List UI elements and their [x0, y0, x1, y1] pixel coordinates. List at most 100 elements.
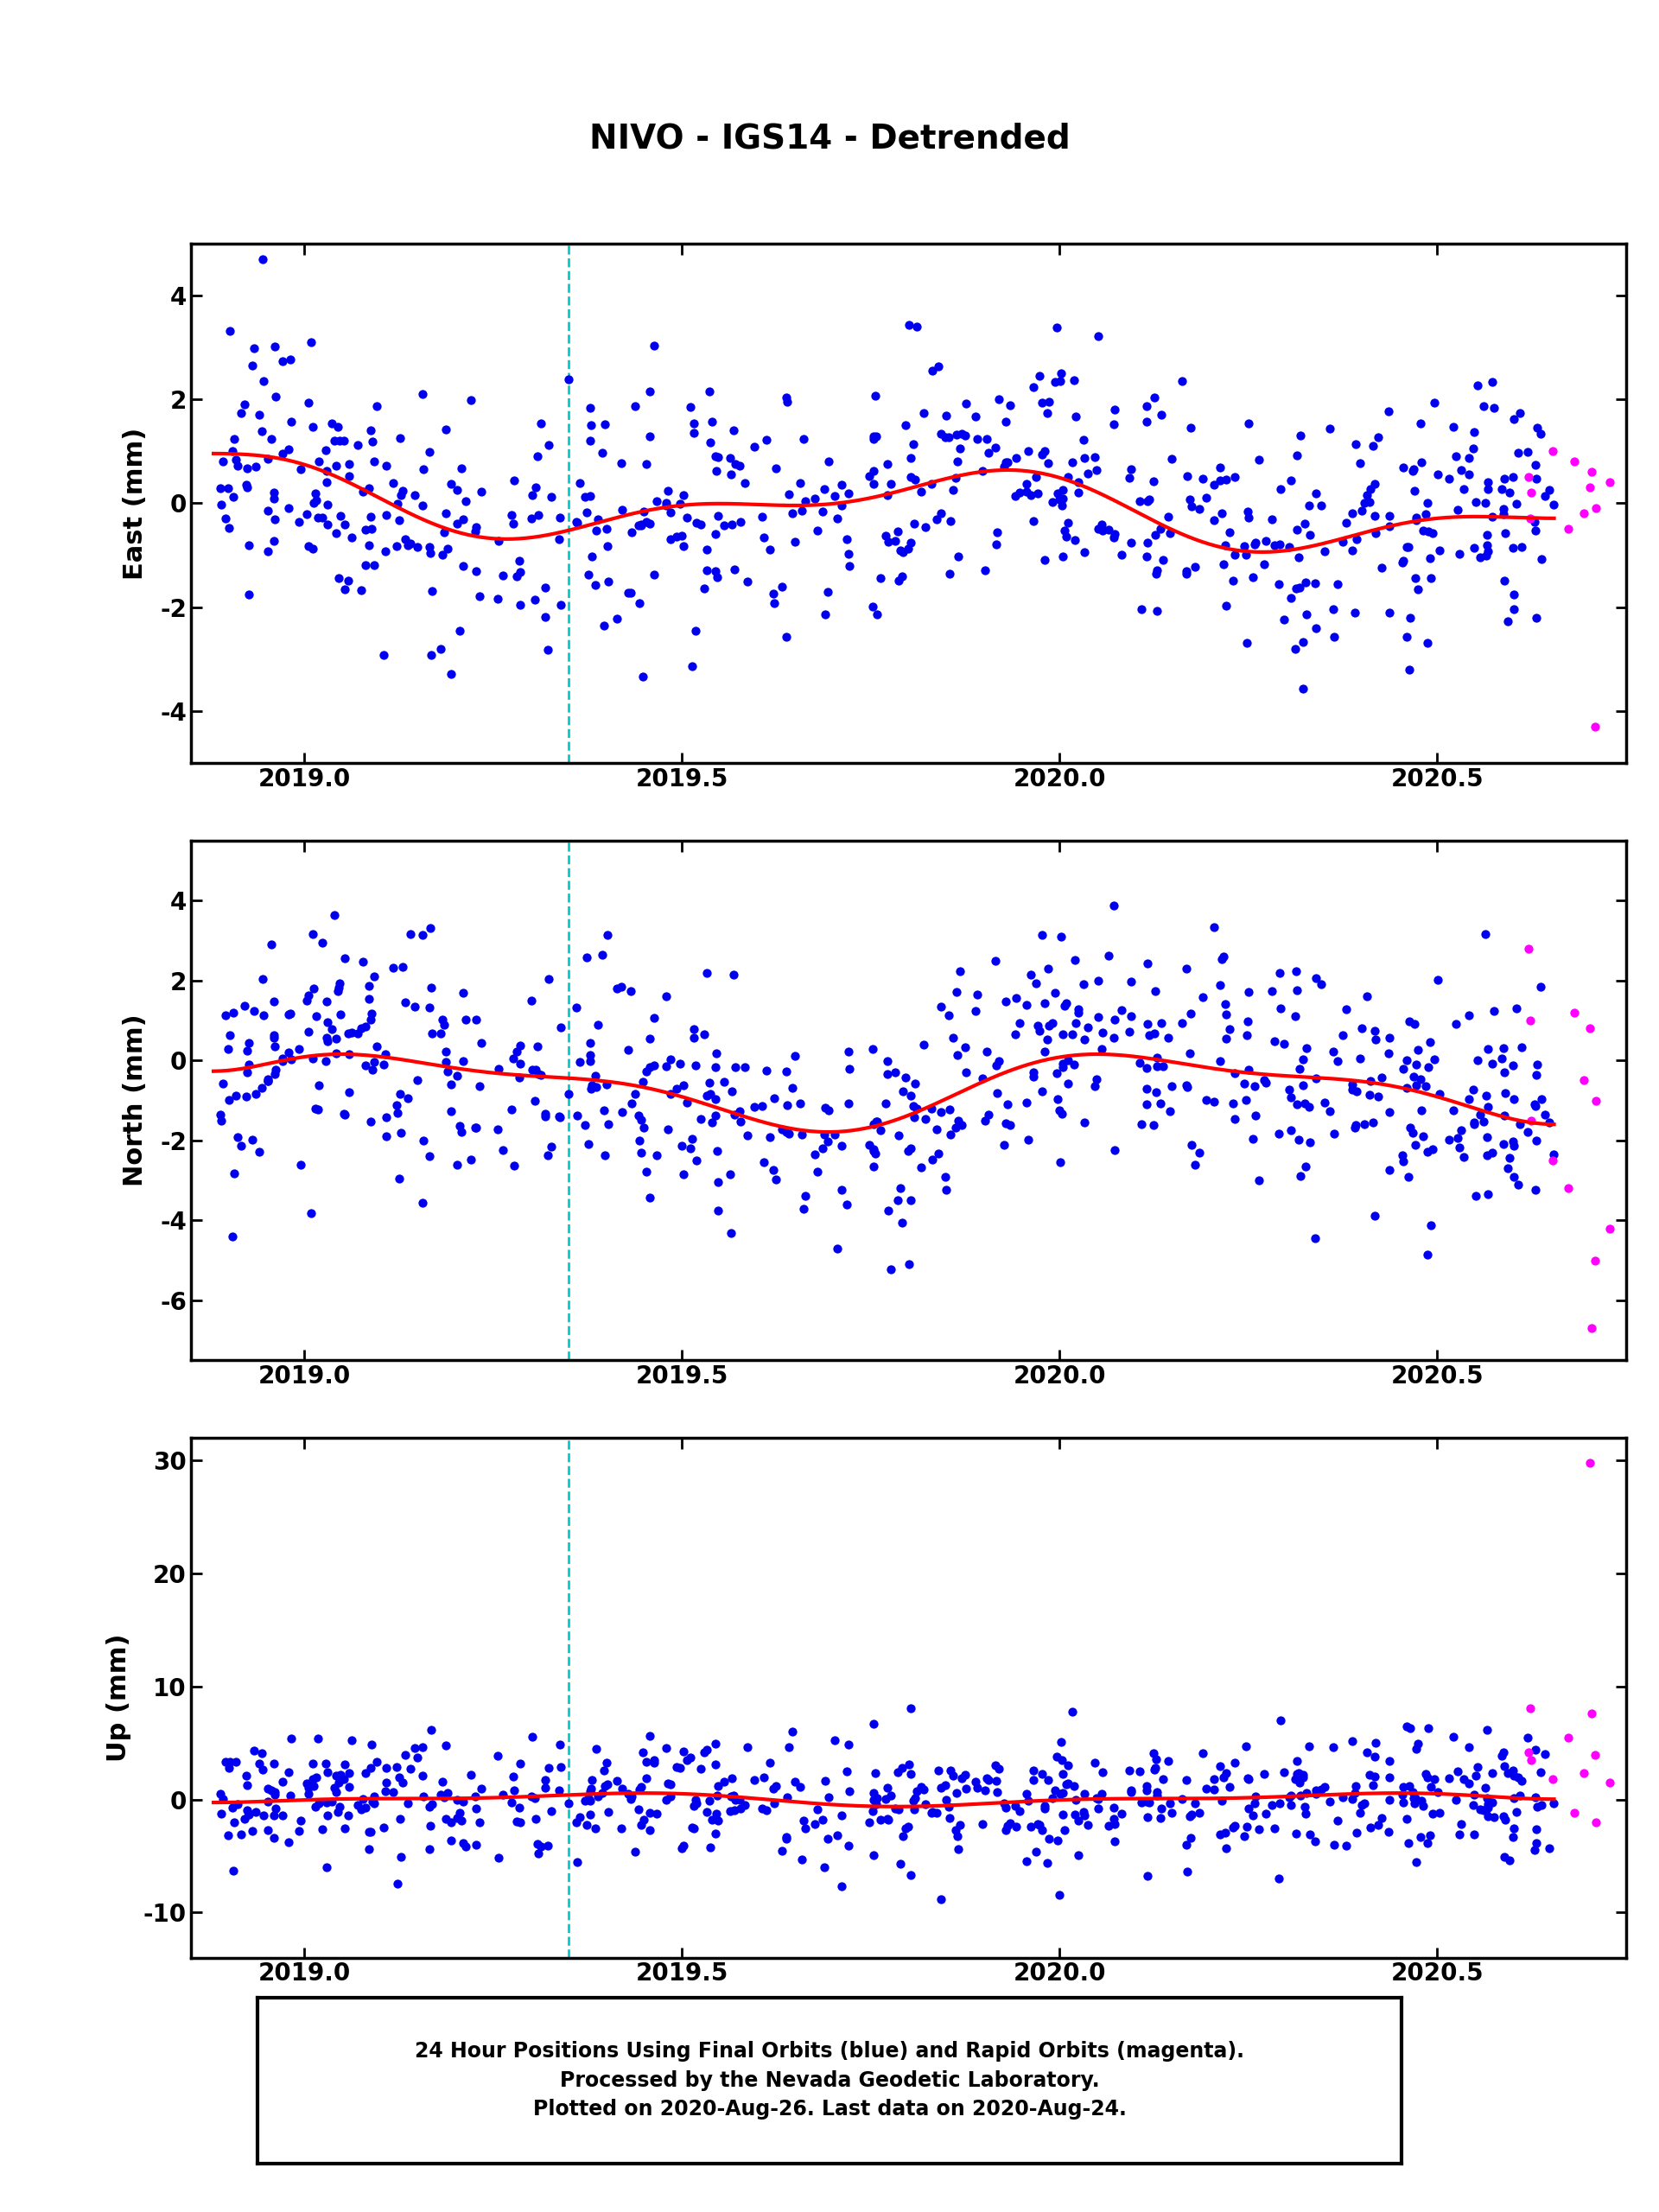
Point [398, 916, 425, 951]
Point [410, 1124, 436, 1159]
Point [1495, 604, 1521, 639]
Point [912, 1102, 939, 1137]
Point [591, 1093, 617, 1128]
Point [1292, 564, 1319, 599]
Point [1425, 1774, 1452, 1809]
Point [577, 1783, 604, 1818]
Point [1339, 533, 1365, 568]
Point [947, 953, 974, 989]
Point [670, 1157, 697, 1192]
Point [594, 1765, 620, 1801]
Point [1213, 1829, 1239, 1865]
Point [1044, 1739, 1070, 1774]
Point [1329, 524, 1355, 560]
Point [1521, 1172, 1548, 1208]
Point [1400, 1060, 1427, 1095]
Point [907, 473, 934, 509]
Point [1342, 1108, 1369, 1144]
Point [1523, 1790, 1550, 1825]
Point [448, 1803, 474, 1838]
Point [863, 1756, 889, 1792]
Point [1032, 434, 1058, 469]
Point [874, 1801, 901, 1836]
Point [1496, 1139, 1523, 1175]
Point [1410, 513, 1437, 549]
Point [302, 1091, 328, 1126]
Point [219, 434, 246, 469]
Point [327, 1756, 353, 1792]
Point [941, 1759, 967, 1794]
Point [304, 482, 330, 518]
Point [790, 1803, 816, 1838]
Point [1284, 1086, 1311, 1121]
Point [528, 1829, 554, 1865]
Point [360, 1783, 387, 1818]
Point [207, 1776, 234, 1812]
Point [325, 409, 352, 445]
Point [322, 515, 348, 551]
Point [207, 1097, 234, 1133]
Point [1286, 1051, 1312, 1086]
Point [445, 1801, 471, 1836]
Point [1480, 1785, 1506, 1820]
Point [1015, 434, 1042, 469]
Point [506, 1060, 533, 1095]
Point [947, 1807, 974, 1843]
Point [1100, 407, 1126, 442]
Point [1413, 1135, 1440, 1170]
Point [926, 1135, 952, 1170]
Point [1102, 1807, 1128, 1843]
Point [637, 418, 664, 453]
Point [932, 1767, 959, 1803]
Point [941, 1020, 967, 1055]
Point [388, 478, 415, 513]
Point [1213, 462, 1239, 498]
Point [523, 1801, 549, 1836]
Point [1462, 1759, 1488, 1794]
Point [811, 597, 838, 633]
Point [269, 1042, 295, 1077]
Point [428, 1763, 455, 1798]
Point [997, 387, 1024, 422]
Point [1062, 942, 1088, 978]
Point [805, 513, 831, 549]
Point [1291, 507, 1317, 542]
Point [866, 1803, 893, 1838]
Point [693, 531, 720, 566]
Point [435, 1774, 461, 1809]
Point [445, 473, 471, 509]
Point [1377, 1761, 1404, 1796]
Point [1014, 987, 1040, 1022]
Point [1032, 542, 1058, 577]
Point [385, 1095, 411, 1130]
Point [901, 1783, 927, 1818]
Point [1108, 538, 1135, 573]
Point [435, 1053, 461, 1088]
Point [260, 1745, 287, 1781]
Point [1302, 566, 1329, 602]
Point [461, 513, 488, 549]
Point [325, 971, 352, 1006]
Point [1480, 1754, 1506, 1790]
Point [698, 1803, 725, 1838]
Point [657, 522, 684, 557]
Point [1014, 467, 1040, 502]
Point [236, 1046, 262, 1082]
Point [358, 1728, 385, 1763]
Point [1506, 1106, 1533, 1141]
Point [232, 1079, 259, 1115]
Point [1491, 460, 1518, 495]
Point [727, 449, 753, 484]
Point [990, 449, 1017, 484]
Point [952, 1055, 979, 1091]
Point [314, 1004, 340, 1040]
Point [262, 330, 289, 365]
Point [221, 422, 247, 458]
Point [370, 1809, 397, 1845]
Point [348, 1792, 375, 1827]
Point [1266, 956, 1292, 991]
Point [1518, 1104, 1545, 1139]
Point [1515, 1734, 1541, 1770]
Point [693, 956, 720, 991]
Point [863, 1104, 889, 1139]
